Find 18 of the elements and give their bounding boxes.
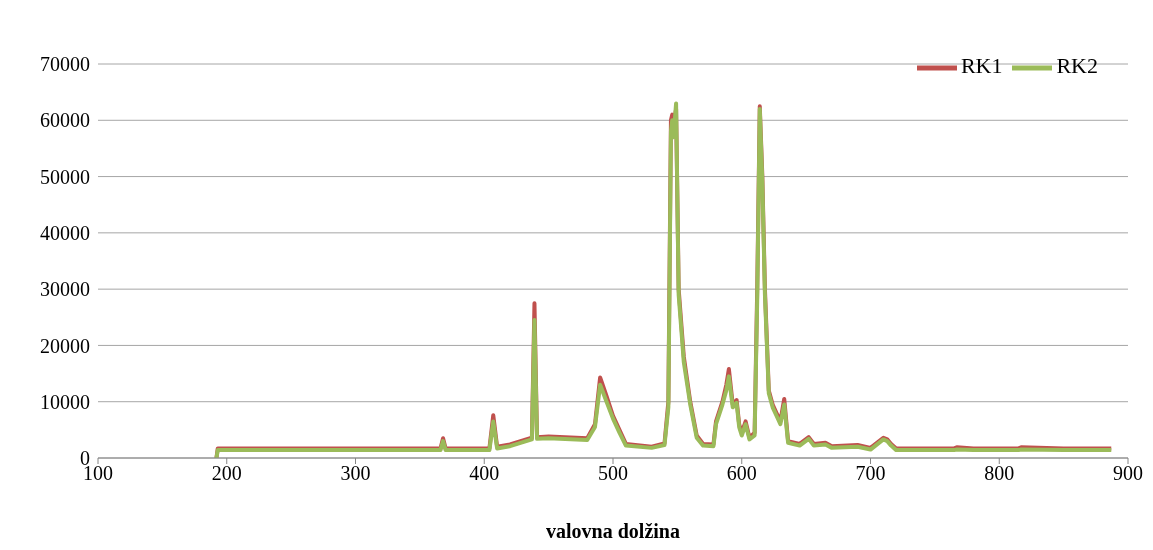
y-tick-label: 50000	[40, 165, 90, 188]
y-tick-label: 30000	[40, 278, 90, 301]
y-tick-label: 10000	[40, 390, 90, 413]
x-tick-label: 800	[984, 462, 1015, 485]
x-tick-label: 900	[1113, 462, 1143, 485]
y-tick-label: 60000	[40, 109, 90, 132]
x-tick-label: 400	[469, 462, 500, 485]
y-tick-label: 70000	[40, 53, 90, 76]
x-axis-title: valovna dolžina	[546, 520, 680, 542]
x-tick-label: 300	[340, 462, 371, 485]
x-tick-label: 200	[211, 462, 242, 485]
x-tick-label: 700	[855, 462, 886, 485]
y-tick-label: 20000	[40, 334, 90, 357]
x-tick-label: 500	[598, 462, 628, 485]
legend-label: RK2	[1056, 53, 1098, 79]
x-tick-label: 600	[726, 462, 757, 485]
legend-label: RK1	[960, 53, 1003, 79]
y-tick-label: 40000	[40, 221, 90, 244]
